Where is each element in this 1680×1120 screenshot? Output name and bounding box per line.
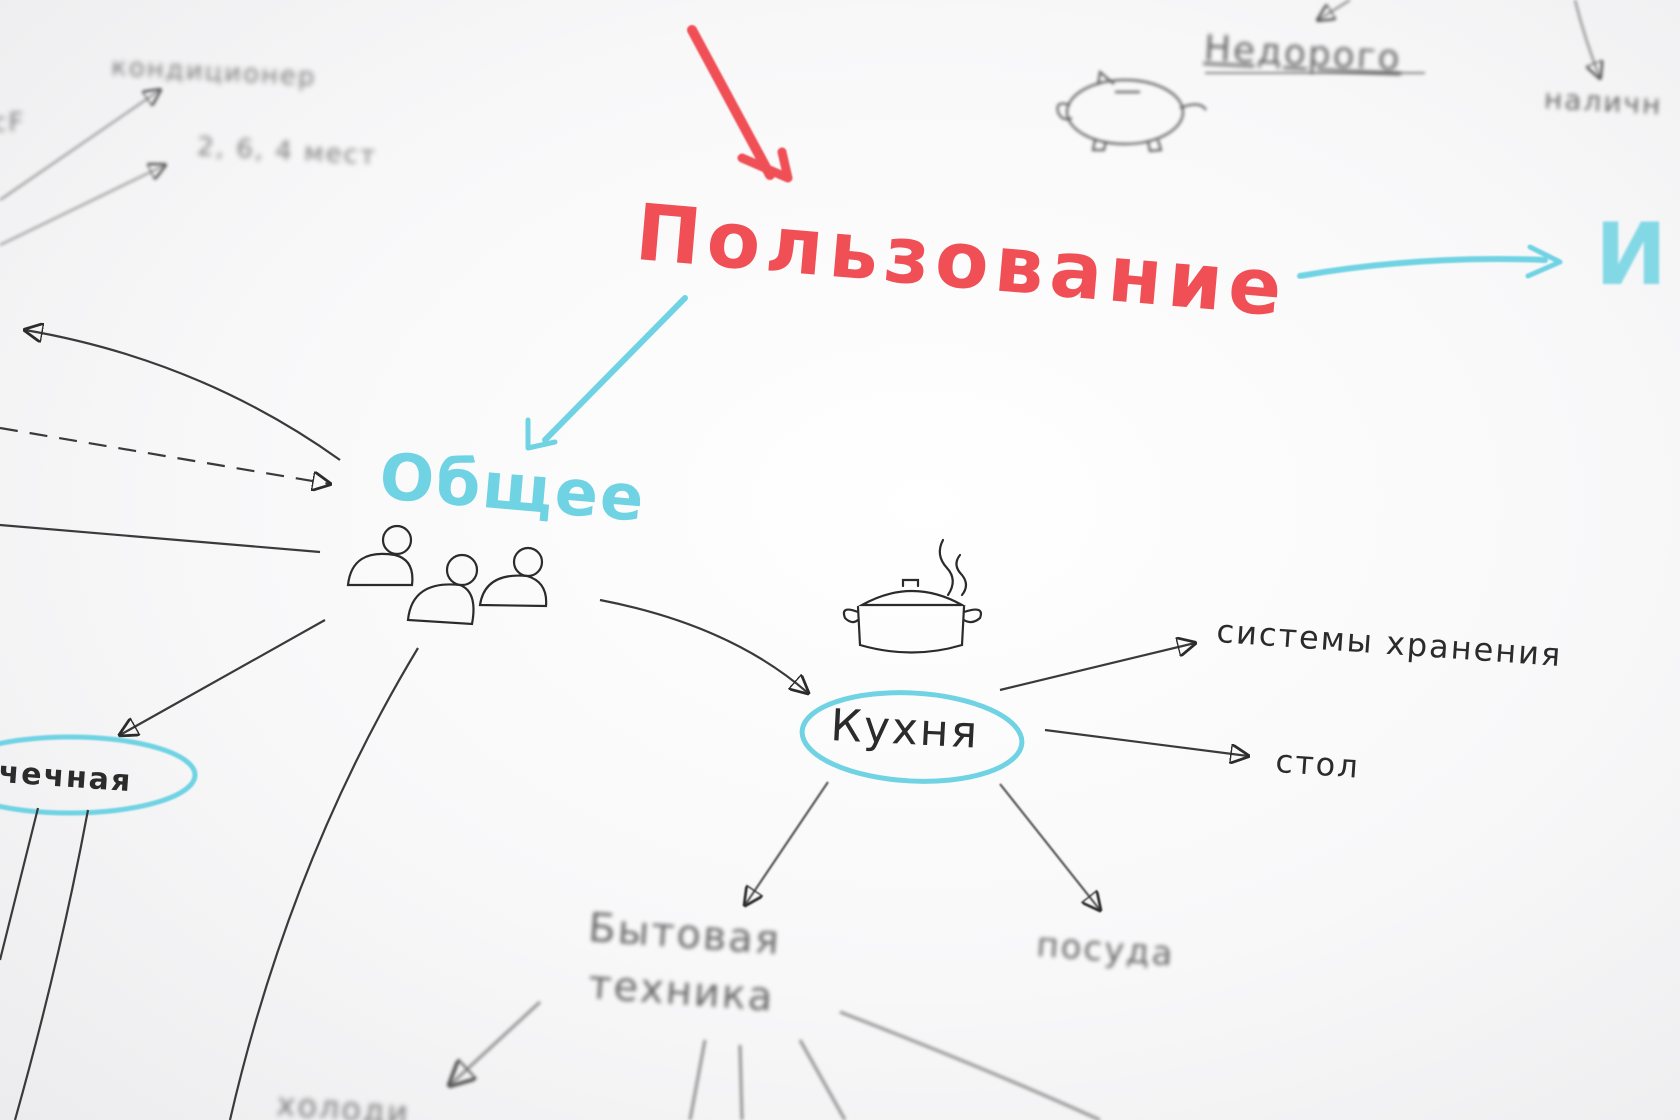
top-left-connectors	[0, 90, 165, 246]
arrow-to-general	[525, 295, 688, 451]
table-label: стол	[1274, 742, 1362, 786]
top-left-label-partial: сF	[0, 108, 26, 138]
left-node-connectors	[0, 807, 90, 1120]
pointer-arrow-icon	[687, 25, 793, 183]
kitchen-connectors-faded	[745, 781, 1100, 910]
cooking-pot-icon	[842, 538, 982, 654]
left-node-oval	[0, 734, 198, 816]
arrow-to-right-topic	[1297, 244, 1563, 279]
kitchen-connectors	[999, 643, 1248, 756]
kitchen-label: Кухня	[829, 700, 981, 759]
cash-label-partial: наличн	[1543, 82, 1664, 122]
top-right-connectors	[1205, 0, 1600, 78]
general-connectors	[0, 330, 808, 1120]
piggy-bank-icon	[1056, 69, 1207, 153]
right-topic-partial: И	[1595, 205, 1669, 305]
appliance-connectors	[450, 1000, 1101, 1120]
kitchen-oval	[799, 690, 1025, 784]
people-group-icon	[346, 524, 548, 626]
